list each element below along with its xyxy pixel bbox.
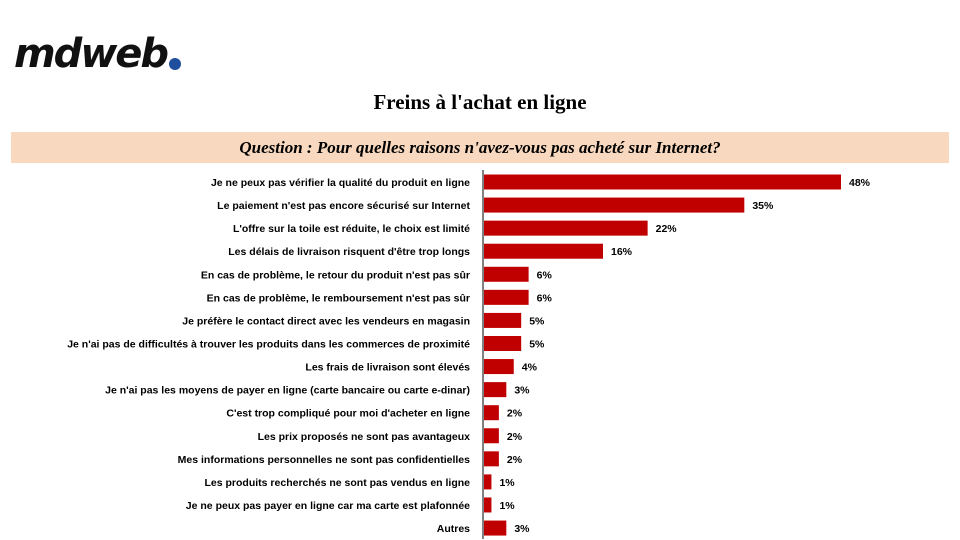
bar [484,174,841,190]
category-label: Mes informations personnelles ne sont pa… [178,454,470,466]
value-label: 5% [529,338,545,350]
bar [484,197,745,213]
value-label: 35% [752,200,774,212]
value-label: 6% [537,269,553,281]
bar [484,335,522,351]
category-label: Le paiement n'est pas encore sécurisé su… [217,200,470,212]
value-label: 1% [499,477,515,489]
bar [484,382,507,398]
category-label: Je n'ai pas de difficultés à trouver les… [67,338,470,350]
bar [484,520,507,536]
value-label: 3% [514,523,530,535]
value-label: 5% [529,315,545,327]
category-label: C'est trop compliqué pour moi d'acheter … [226,408,470,420]
category-label: Je ne peux pas vérifier la qualité du pr… [211,177,470,189]
value-label: 2% [507,431,523,443]
category-label: L'offre sur la toile est réduite, le cho… [233,223,470,235]
value-label: 6% [537,292,553,304]
bar [484,266,529,282]
chart-title: Freins à l'achat en ligne [373,90,587,114]
value-label: 48% [849,177,871,189]
category-label: Autres [437,523,470,535]
bar [484,359,514,375]
bar [484,405,499,421]
bar [484,289,529,305]
logo-dot [169,58,182,70]
value-label: 22% [656,223,678,235]
category-label: Les délais de livraison risquent d'être … [228,246,470,258]
category-label: Je préfère le contact direct avec les ve… [182,315,470,327]
logo-text: mdweb [14,31,169,77]
question-banner: Question : Pour quelles raisons n'avez-v… [11,132,949,163]
value-label: 4% [522,362,538,374]
value-label: 3% [514,385,530,397]
category-label: Les produits recherchés ne sont pas vend… [205,477,471,489]
bar [484,243,603,259]
value-label: 16% [611,246,633,258]
value-label: 1% [499,500,515,512]
bar [484,220,648,236]
value-label: 2% [507,408,523,420]
bar [484,474,492,490]
bar [484,497,492,513]
category-label: Je n'ai pas les moyens de payer en ligne… [105,385,470,397]
category-label: Je ne peux pas payer en ligne car ma car… [186,500,470,512]
value-label: 2% [507,454,523,466]
category-label: Les frais de livraison sont élevés [305,362,470,374]
bar [484,312,522,328]
bar [484,428,499,444]
mdweb-logo: mdweb [14,31,182,77]
category-label: En cas de problème, le remboursement n'e… [207,292,470,304]
question-text: Question : Pour quelles raisons n'avez-v… [239,137,721,157]
category-label: Les prix proposés ne sont pas avantageux [258,431,471,443]
bar [484,451,499,467]
category-label: En cas de problème, le retour du produit… [201,269,470,281]
